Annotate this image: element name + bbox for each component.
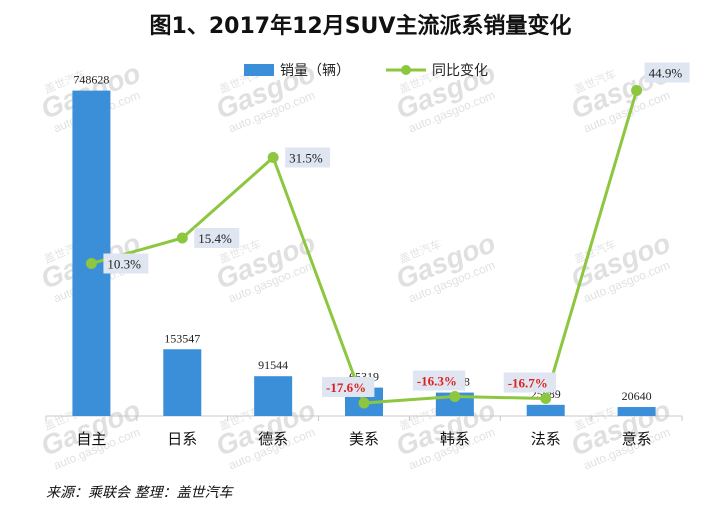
line-value-label: 15.4%	[198, 231, 232, 246]
line-point	[449, 391, 461, 402]
line-label-bg	[412, 370, 466, 391]
category-label: 韩系	[440, 430, 470, 448]
legend-line-marker	[401, 65, 411, 75]
bar	[617, 407, 656, 416]
line-label-bg	[194, 228, 240, 248]
line-point	[358, 397, 370, 409]
bar-value-label: 153547	[164, 331, 200, 345]
line-value-labels: 10.3% 15.4% 31.5% -17.6% -16.3% -16.7% 44.9%	[103, 62, 690, 397]
category-label: 自主	[76, 430, 106, 448]
line-point	[631, 85, 643, 96]
line-point	[85, 258, 97, 269]
line-point	[176, 232, 188, 244]
bar-value-label: 748628	[73, 73, 109, 87]
category-labels: 自主 日系 德系 美系 韩系 法系 意系	[76, 430, 651, 448]
legend: 销量（辆） 同比变化	[244, 63, 488, 79]
bar-value-label: 20640	[622, 389, 652, 403]
category-label: 意系	[622, 430, 652, 448]
bar-series	[72, 90, 656, 416]
line-value-label: -17.6%	[326, 380, 366, 395]
line-series	[85, 85, 643, 409]
line-value-label: 10.3%	[107, 257, 141, 272]
line-value-label: 31.5%	[289, 151, 323, 166]
bar-value-labels: 7486281535479154465319538882568920640	[73, 73, 651, 403]
source-note: 来源：乘联会 整理：盖世汽车	[46, 485, 233, 501]
line-label-bg	[644, 62, 690, 83]
category-label: 法系	[531, 430, 561, 448]
legend-bar-label: 销量（辆）	[280, 63, 350, 79]
bar-value-label: 91544	[258, 358, 288, 372]
line-label-bg	[322, 377, 375, 397]
legend-line-label: 同比变化	[432, 63, 488, 79]
category-label: 美系	[349, 430, 379, 448]
bar	[254, 376, 293, 416]
line-label-bg	[103, 253, 149, 274]
line-value-label: -16.7%	[508, 376, 548, 391]
line-label-bg	[503, 372, 557, 393]
x-axis-ticks	[45, 416, 683, 421]
bar	[526, 404, 565, 416]
line-point	[540, 393, 552, 404]
line-point	[267, 152, 279, 163]
chart-title: 图1、2017年12月SUV主流派系销量变化	[149, 14, 572, 39]
bar	[163, 349, 202, 416]
category-label: 德系	[258, 430, 288, 448]
category-label: 日系	[167, 430, 197, 448]
line-label-bg	[285, 147, 331, 168]
line-value-label: 44.9%	[649, 66, 683, 81]
legend-bar-swatch	[244, 64, 274, 76]
bar	[72, 90, 111, 416]
line-value-label: -16.3%	[417, 374, 457, 389]
